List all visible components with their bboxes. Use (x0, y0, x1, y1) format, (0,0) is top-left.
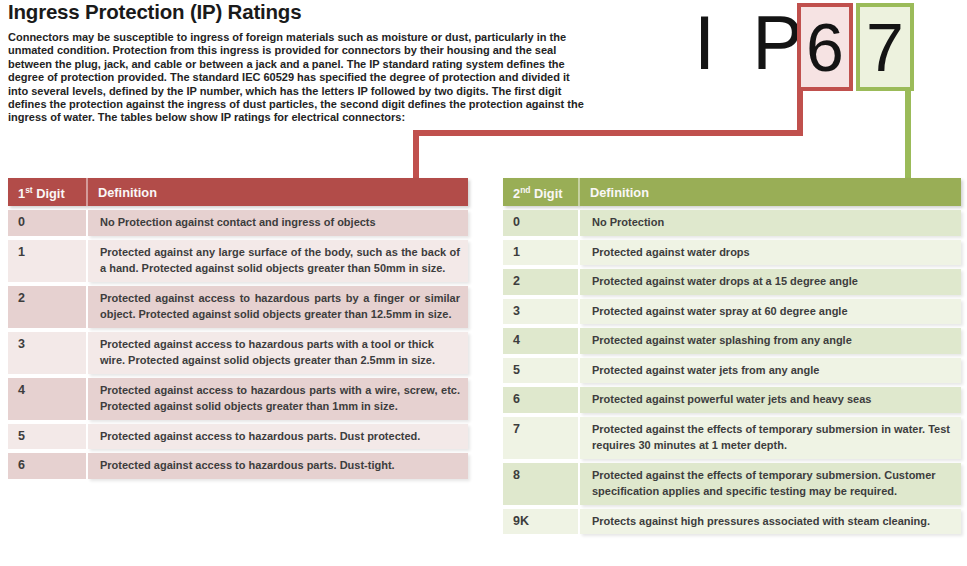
first-digit-table-header-row: 1st Digit Definition (8, 178, 468, 206)
definition-cell: No Protection (580, 210, 961, 236)
second-digit-table: 2nd Digit Definition 0No Protection1Prot… (503, 174, 961, 538)
digit-cell: 1 (8, 240, 88, 282)
first-digit-table: 1st Digit Definition 0No Protection agai… (8, 174, 468, 483)
digit-cell: 5 (503, 358, 580, 384)
digit-cell: 3 (503, 299, 580, 325)
intro-paragraph: Connectors may be susceptible to ingress… (8, 31, 668, 125)
definition-cell: Protected against water jets from any an… (580, 358, 961, 384)
definition-cell: Protected against water drops (580, 240, 961, 266)
digit-cell: 0 (8, 210, 88, 236)
definition-cell: Protected against any large surface of t… (88, 240, 468, 282)
digit-cell: 9K (503, 509, 580, 535)
ip-ratings-document: Ingress Protection (IP) Ratings Connecto… (0, 0, 967, 566)
definition-cell: Protected against the effects of tempora… (580, 417, 961, 459)
table-row: 3Protected against access to hazardous p… (8, 332, 468, 374)
table-row: 0No Protection (503, 210, 961, 236)
table-row: 4Protected against access to hazardous p… (8, 378, 468, 420)
definition-cell: Protected against access to hazardous pa… (88, 424, 468, 450)
digit-cell: 5 (8, 424, 88, 450)
green-connector-line-vertical (905, 90, 911, 178)
table-row: 4Protected against water splashing from … (503, 328, 961, 354)
header-digit-ordinal-suffix: st (25, 185, 33, 195)
second-digit-column-header: 2nd Digit (503, 178, 580, 206)
digit-cell: 2 (503, 269, 580, 295)
definition-cell: Protected against access to hazardous pa… (88, 332, 468, 374)
header-digit-ordinal-suffix: nd (520, 185, 530, 195)
definition-cell: Protected against water drops at a 15 de… (580, 269, 961, 295)
page-title: Ingress Protection (IP) Ratings (8, 0, 301, 24)
table-row: 6Protected against powerful water jets a… (503, 387, 961, 413)
definition-cell: Protects against high pressures associat… (580, 509, 961, 535)
digit-cell: 4 (503, 328, 580, 354)
digit-cell: 1 (503, 240, 580, 266)
definition-column-header: Definition (580, 178, 961, 206)
table-row: 3Protected against water spray at 60 deg… (503, 299, 961, 325)
digit-cell: 2 (8, 286, 88, 328)
table-row: 5Protected against access to hazardous p… (8, 424, 468, 450)
table-row: 1Protected against water drops (503, 240, 961, 266)
digit-cell: 4 (8, 378, 88, 420)
digit-cell: 8 (503, 463, 580, 505)
definition-cell: Protected against water splashing from a… (580, 328, 961, 354)
digit-cell: 6 (503, 387, 580, 413)
table-row: 2Protected against water drops at a 15 d… (503, 269, 961, 295)
digit-cell: 3 (8, 332, 88, 374)
table-row: 2Protected against access to hazardous p… (8, 286, 468, 328)
definition-cell: Protected against powerful water jets an… (580, 387, 961, 413)
digit-cell: 7 (503, 417, 580, 459)
second-digit-table-header-row: 2nd Digit Definition (503, 178, 961, 206)
digit-cell: 6 (8, 453, 88, 479)
table-row: 6Protected against access to hazardous p… (8, 453, 468, 479)
first-digit-box: 6 (797, 3, 853, 91)
table-row: 7Protected against the effects of tempor… (503, 417, 961, 459)
table-row: 9KProtects against high pressures associ… (503, 509, 961, 535)
table-row: 5Protected against water jets from any a… (503, 358, 961, 384)
ip-prefix-letters: I P (694, 5, 811, 81)
definition-cell: Protected against water spray at 60 degr… (580, 299, 961, 325)
table-row: 0No Protection against contact and ingre… (8, 210, 468, 236)
digit-cell: 0 (503, 210, 580, 236)
definition-cell: Protected against the effects of tempora… (580, 463, 961, 505)
definition-cell: No Protection against contact and ingres… (88, 210, 468, 236)
definition-cell: Protected against access to hazardous pa… (88, 378, 468, 420)
definition-cell: Protected against access to hazardous pa… (88, 453, 468, 479)
header-digit-word: Digit (531, 186, 563, 201)
table-row: 8Protected against the effects of tempor… (503, 463, 961, 505)
definition-column-header: Definition (88, 178, 468, 206)
red-connector-line-horizontal (413, 130, 803, 136)
second-digit-box: 7 (856, 3, 914, 91)
definition-cell: Protected against access to hazardous pa… (88, 286, 468, 328)
first-digit-value: 6 (806, 8, 844, 86)
red-connector-line-vertical-bottom (413, 130, 419, 178)
header-digit-word: Digit (33, 186, 65, 201)
second-digit-value: 7 (866, 8, 904, 86)
table-row: 1Protected against any large surface of … (8, 240, 468, 282)
first-digit-column-header: 1st Digit (8, 178, 88, 206)
